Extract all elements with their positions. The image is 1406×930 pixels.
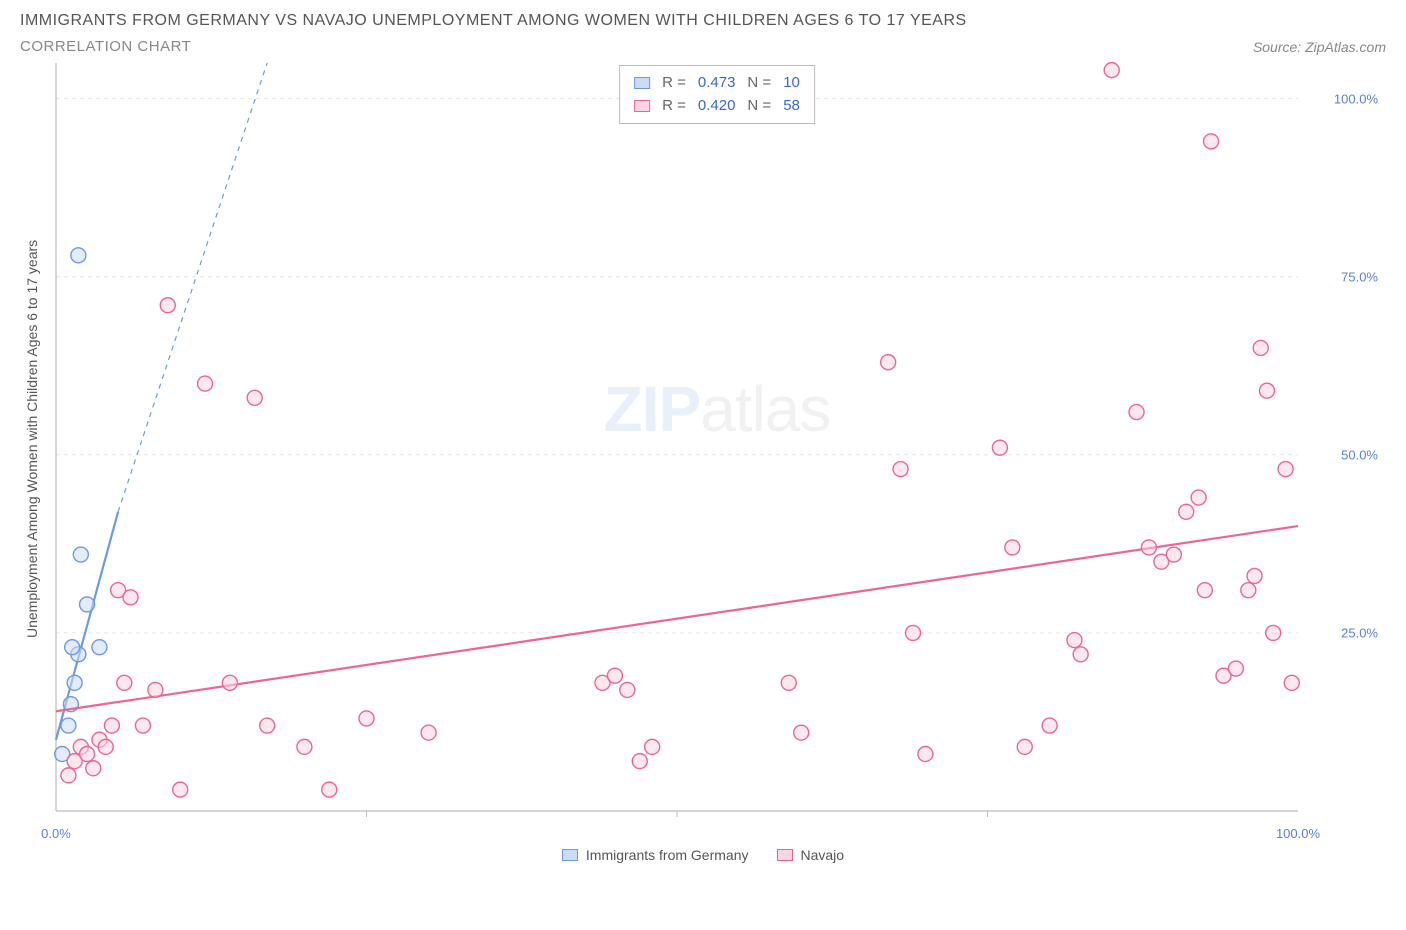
legend-item: Immigrants from Germany — [562, 847, 749, 863]
n-value: 58 — [783, 95, 800, 118]
y-tick-label: 75.0% — [1341, 269, 1378, 284]
series-legend: Immigrants from Germany Navajo — [20, 847, 1386, 863]
legend-swatch-icon — [634, 77, 650, 89]
plot-container: ZIPatlas R =0.473N =10R =0.420N =58 25.0… — [48, 59, 1386, 819]
legend-swatch-icon — [777, 849, 793, 861]
r-label: R = — [662, 72, 686, 95]
source-label: Source: ZipAtlas.com — [1253, 39, 1386, 55]
correlation-legend: R = 0.473 N = 10 R = 0.420 N = 58 — [619, 65, 815, 124]
y-tick-label: 25.0% — [1341, 625, 1378, 640]
r-value: 0.473 — [698, 72, 736, 95]
legend-series-name: Navajo — [801, 847, 845, 863]
legend-series-name: Immigrants from Germany — [586, 847, 749, 863]
source-prefix: Source: — [1253, 39, 1301, 55]
scatter-plot-svg — [48, 59, 1368, 819]
source-name: ZipAtlas.com — [1305, 39, 1386, 55]
y-tick-label: 100.0% — [1334, 91, 1378, 106]
x-tick-label: 100.0% — [1276, 826, 1320, 841]
x-tick-label: 0.0% — [41, 826, 71, 841]
y-axis-label: Unemployment Among Women with Children A… — [20, 59, 44, 819]
chart-area: Unemployment Among Women with Children A… — [20, 59, 1386, 819]
correlation-row: R = 0.473 N = 10 — [634, 72, 800, 95]
n-value: 10 — [783, 72, 800, 95]
n-label: N = — [747, 95, 771, 118]
legend-swatch-icon — [562, 849, 578, 861]
chart-title: IMMIGRANTS FROM GERMANY VS NAVAJO UNEMPL… — [20, 12, 1386, 30]
n-label: N = — [747, 72, 771, 95]
legend-swatch-icon — [634, 100, 650, 112]
r-value: 0.420 — [698, 95, 736, 118]
chart-subtitle: CORRELATION CHART — [20, 38, 191, 55]
y-tick-label: 50.0% — [1341, 447, 1378, 462]
subtitle-row: CORRELATION CHART Source: ZipAtlas.com — [20, 38, 1386, 55]
legend-item: Navajo — [777, 847, 845, 863]
correlation-row: R = 0.420 N = 58 — [634, 95, 800, 118]
r-label: R = — [662, 95, 686, 118]
